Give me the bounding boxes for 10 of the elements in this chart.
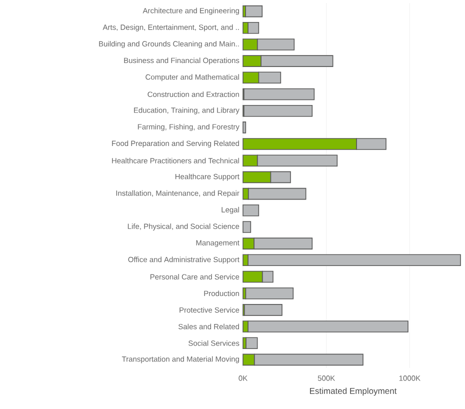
bar (242, 221, 252, 233)
bar (245, 5, 263, 18)
bar (245, 287, 294, 300)
bar (246, 337, 258, 350)
bar (242, 204, 260, 216)
x-axis-title: Estimated Employment (310, 388, 397, 396)
bar (244, 304, 282, 316)
bar (243, 104, 313, 117)
bar (243, 88, 315, 100)
bar (242, 122, 246, 134)
